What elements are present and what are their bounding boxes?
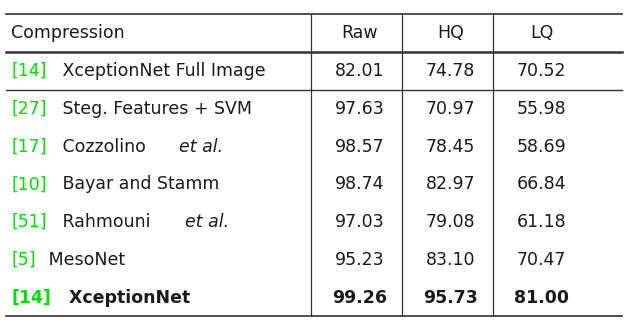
Text: 97.63: 97.63 bbox=[335, 100, 384, 118]
Text: 58.69: 58.69 bbox=[517, 138, 566, 156]
Text: 98.74: 98.74 bbox=[335, 175, 384, 193]
Text: MesoNet: MesoNet bbox=[43, 251, 125, 269]
Text: 97.03: 97.03 bbox=[335, 213, 384, 231]
Text: 70.97: 70.97 bbox=[426, 100, 475, 118]
Text: Cozzolino: Cozzolino bbox=[57, 138, 151, 156]
Text: LQ: LQ bbox=[530, 24, 553, 42]
Text: Steg. Features + SVM: Steg. Features + SVM bbox=[57, 100, 252, 118]
Text: 79.08: 79.08 bbox=[426, 213, 475, 231]
Text: 99.26: 99.26 bbox=[332, 289, 387, 307]
Text: [17]: [17] bbox=[11, 138, 47, 156]
Text: Bayar and Stamm: Bayar and Stamm bbox=[57, 175, 220, 193]
Text: [14]: [14] bbox=[11, 62, 47, 80]
Text: 82.01: 82.01 bbox=[335, 62, 384, 80]
Text: Rahmouni: Rahmouni bbox=[57, 213, 156, 231]
Text: XceptionNet Full Image: XceptionNet Full Image bbox=[57, 62, 266, 80]
Text: 55.98: 55.98 bbox=[517, 100, 566, 118]
Text: [14]: [14] bbox=[11, 289, 51, 307]
Text: [10]: [10] bbox=[11, 175, 47, 193]
Text: XceptionNet: XceptionNet bbox=[63, 289, 190, 307]
Text: [27]: [27] bbox=[11, 100, 47, 118]
Text: 98.57: 98.57 bbox=[335, 138, 384, 156]
Text: Raw: Raw bbox=[341, 24, 378, 42]
Text: [51]: [51] bbox=[11, 213, 47, 231]
Text: 78.45: 78.45 bbox=[426, 138, 475, 156]
Text: [5]: [5] bbox=[11, 251, 36, 269]
Text: 66.84: 66.84 bbox=[517, 175, 566, 193]
Text: HQ: HQ bbox=[437, 24, 464, 42]
Text: 70.52: 70.52 bbox=[517, 62, 566, 80]
Text: 61.18: 61.18 bbox=[517, 213, 566, 231]
Text: 82.97: 82.97 bbox=[426, 175, 475, 193]
Text: 70.47: 70.47 bbox=[517, 251, 566, 269]
Text: 81.00: 81.00 bbox=[514, 289, 569, 307]
Text: et al.: et al. bbox=[185, 213, 229, 231]
Text: 95.23: 95.23 bbox=[335, 251, 384, 269]
Text: 95.73: 95.73 bbox=[423, 289, 478, 307]
Text: et al.: et al. bbox=[179, 138, 223, 156]
Text: 74.78: 74.78 bbox=[426, 62, 475, 80]
Text: Compression: Compression bbox=[11, 24, 125, 42]
Text: 83.10: 83.10 bbox=[426, 251, 475, 269]
